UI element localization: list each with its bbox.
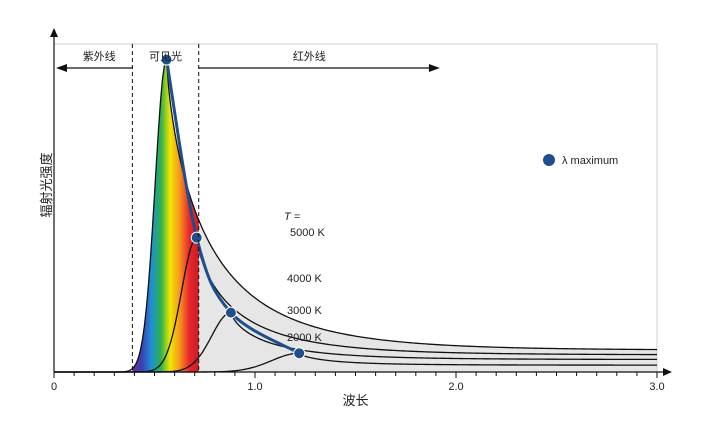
curve-fill-area [54,59,657,373]
legend-label: λ maximum [562,155,618,167]
curve-annotations: T = 5000 K 4000 K 3000 K 2000 K [284,211,326,344]
region-markers: 紫外线 可见光 红外线 [56,44,440,372]
lambda-max-point-4000k [190,231,203,244]
x-tick-label: 3.0 [649,381,664,393]
lambda-max-point-3000k [224,306,237,319]
x-axis-title: 波长 [342,394,368,409]
curve-label-4000: 4000 K [287,273,323,285]
curve-label-5000: 5000 K [290,227,326,239]
lambda-max-point-2000k [293,347,306,360]
ir-arrow-head [428,64,440,72]
x-axis-arrowhead [663,368,672,376]
x-tick-label: 0 [51,381,57,393]
visible-spectrum-band [132,59,199,372]
curve-4000k [54,236,657,373]
curve-label-2000: 2000 K [287,332,323,344]
y-axis-title: 辐射光强度 [39,152,55,217]
x-tick-label: 2.0 [448,381,463,393]
region-label-ir: 红外线 [293,49,326,63]
uv-arrow-head [56,64,67,72]
temperature-label-prefix: T = [284,211,301,223]
axes: 0 1.0 2.0 3.0 波长 辐射光强度 [39,28,672,409]
region-label-visible: 可见光 [149,49,182,63]
region-label-uv: 紫外线 [83,49,116,63]
curve-label-3000: 3000 K [287,305,323,317]
plot-area [53,43,658,373]
legend: λ maximum [543,154,618,167]
legend-marker [543,154,555,166]
curve-5000k [54,59,658,373]
lambda-max-line [165,59,300,355]
y-axis-arrowhead [50,28,58,37]
x-tick-label: 1.0 [247,381,262,393]
lambda-max-point-5000k [160,53,173,66]
